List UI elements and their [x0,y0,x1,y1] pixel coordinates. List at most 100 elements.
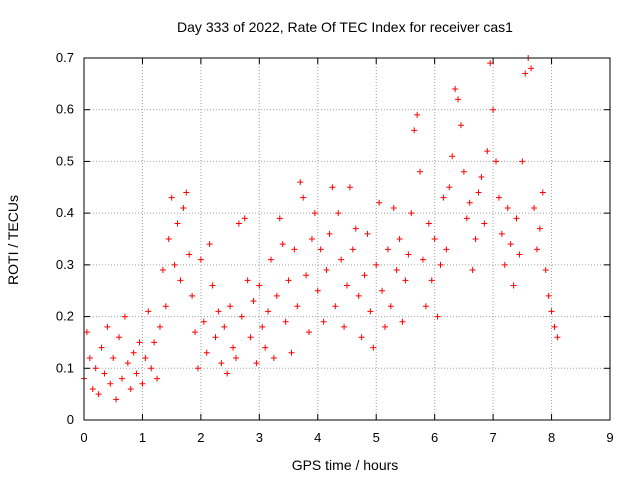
data-point [332,303,339,310]
data-point [352,225,359,232]
x-axis-label: GPS time / hours [292,457,399,473]
data-point [399,318,406,325]
data-point [452,86,459,93]
data-point [145,308,152,315]
data-point [314,287,321,294]
data-point [487,60,494,67]
data-point [341,323,348,330]
data-point [303,272,310,279]
data-point [443,246,450,253]
data-point [127,385,134,392]
data-point [460,168,467,175]
data-point [481,220,488,227]
data-point [344,282,350,289]
data-point [104,323,111,330]
data-point [326,230,333,237]
data-point [425,220,432,227]
tick-layer: 0 1 2 3 4 5 6 7 8 9 0 0.1 0.2 0.3 0.4 0.5 0.6 0.7 [56,50,614,445]
data-point [209,282,216,289]
data-point [268,256,275,263]
data-point [308,236,315,242]
data-point [276,215,283,222]
data-point [130,349,137,356]
data-point [186,251,193,258]
data-point [472,236,479,242]
data-point [528,65,535,72]
data-point [463,215,470,222]
data-point [279,241,286,248]
data-point [419,256,426,263]
x-tick-label: 8 [548,430,555,445]
data-point [393,267,400,274]
data-point [323,267,330,274]
data-point [118,375,125,382]
data-point [227,303,234,310]
data-point [346,184,353,191]
data-point [300,194,307,201]
data-point [168,194,175,201]
data-point [335,210,342,217]
data-point [405,251,412,258]
data-point [116,334,123,341]
data-point [548,308,555,315]
data-point [224,370,231,377]
data-point [533,246,540,253]
data-point [180,204,187,211]
data-point [89,385,96,392]
data-point [504,204,511,211]
data-point [446,184,453,191]
data-point [498,230,505,237]
data-point [194,365,201,372]
data-point [379,287,386,294]
data-point [92,365,99,372]
x-tick-label: 2 [197,430,204,445]
data-point [367,308,374,315]
data-point [358,334,365,341]
data-point [183,189,190,196]
data-point [174,220,181,227]
data-point [139,380,146,387]
data-point [384,246,391,253]
data-point [110,354,117,361]
data-point [265,308,272,315]
data-point [212,334,219,341]
data-point [206,241,213,248]
data-point [431,236,438,242]
data-point [253,360,260,367]
data-point [95,391,102,398]
data-point [507,241,514,248]
data-point [259,323,266,330]
plot-frame [83,57,611,421]
grid-layer [84,58,610,420]
data-point [262,344,269,351]
points-layer [81,55,561,403]
x-tick-label: 1 [139,430,146,445]
y-tick-label: 0.3 [56,257,74,272]
chart-title: Day 333 of 2022, Rate Of TEC Index for r… [177,19,513,35]
data-point [329,184,336,191]
data-point [177,277,184,284]
data-point [317,246,324,253]
data-point [531,204,538,211]
data-point [311,210,318,217]
data-point [291,246,298,253]
data-point [162,303,169,310]
data-point [466,199,473,206]
data-point [221,323,228,330]
data-point [148,365,155,372]
data-point [285,277,292,284]
data-point [349,246,356,253]
data-point [387,303,394,310]
x-tick-label: 0 [80,430,87,445]
data-point [402,277,409,284]
data-point [154,375,161,382]
data-point [133,370,140,377]
data-point [294,303,301,310]
data-point [156,323,163,330]
data-point [86,354,93,361]
data-point [539,189,546,196]
data-point [510,282,517,289]
data-point [475,189,482,196]
data-point [440,194,447,201]
data-point [390,204,397,211]
